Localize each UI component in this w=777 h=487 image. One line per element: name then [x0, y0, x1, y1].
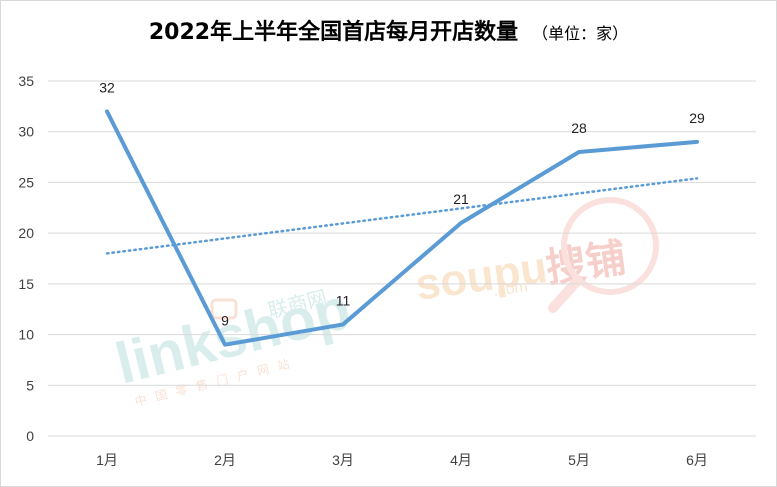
y-tick-label: 10: [18, 327, 34, 343]
trendline: [105, 177, 699, 255]
chart-title-row: 2022年上半年全国首店每月开店数量 （单位：家）: [0, 14, 777, 46]
y-tick-label: 25: [18, 174, 34, 190]
data-label: 9: [221, 313, 229, 329]
data-labels: 32 9 11 21 28 29: [99, 79, 705, 328]
data-label: 11: [336, 292, 351, 308]
chart-title: 2022年上半年全国首店每月开店数量: [148, 20, 519, 45]
data-label: 21: [453, 191, 469, 207]
x-tick-label: 2月: [214, 452, 236, 468]
magnifier-icon: [561, 197, 659, 295]
series-layer: [105, 109, 699, 347]
y-tick-label: 20: [18, 225, 34, 241]
x-tick-label: 5月: [568, 452, 590, 468]
x-tick-label: 6月: [686, 452, 708, 468]
chart-subtitle: （单位：家）: [532, 24, 629, 43]
y-tick-label: 5: [26, 377, 34, 393]
data-label: 32: [99, 79, 115, 95]
x-tick-label: 1月: [96, 452, 118, 468]
soupu-watermark-text: soupu: [413, 243, 551, 310]
y-tick-label: 0: [26, 428, 34, 444]
soupu-watermark-domain: .com: [492, 278, 529, 300]
y-tick-label: 15: [18, 276, 34, 292]
y-axis-ticks: 0 5 10 15 20 25 30 35: [18, 73, 34, 444]
data-label: 28: [571, 120, 587, 136]
y-tick-label: 35: [18, 73, 34, 89]
soupu-watermark: soupu 搜铺 .com: [413, 197, 659, 313]
trendline-layer: [105, 177, 699, 255]
magnifier-handle: [548, 275, 583, 313]
x-tick-label: 3月: [332, 452, 354, 468]
series-line: [105, 109, 699, 347]
x-axis-ticks: 1月 2月 3月 4月 5月 6月: [96, 452, 708, 468]
y-tick-label: 30: [18, 124, 34, 140]
data-label: 29: [689, 110, 705, 126]
linkshop-bag-icon: [210, 298, 238, 320]
x-tick-label: 4月: [450, 452, 472, 468]
grid-lines: [48, 80, 756, 437]
